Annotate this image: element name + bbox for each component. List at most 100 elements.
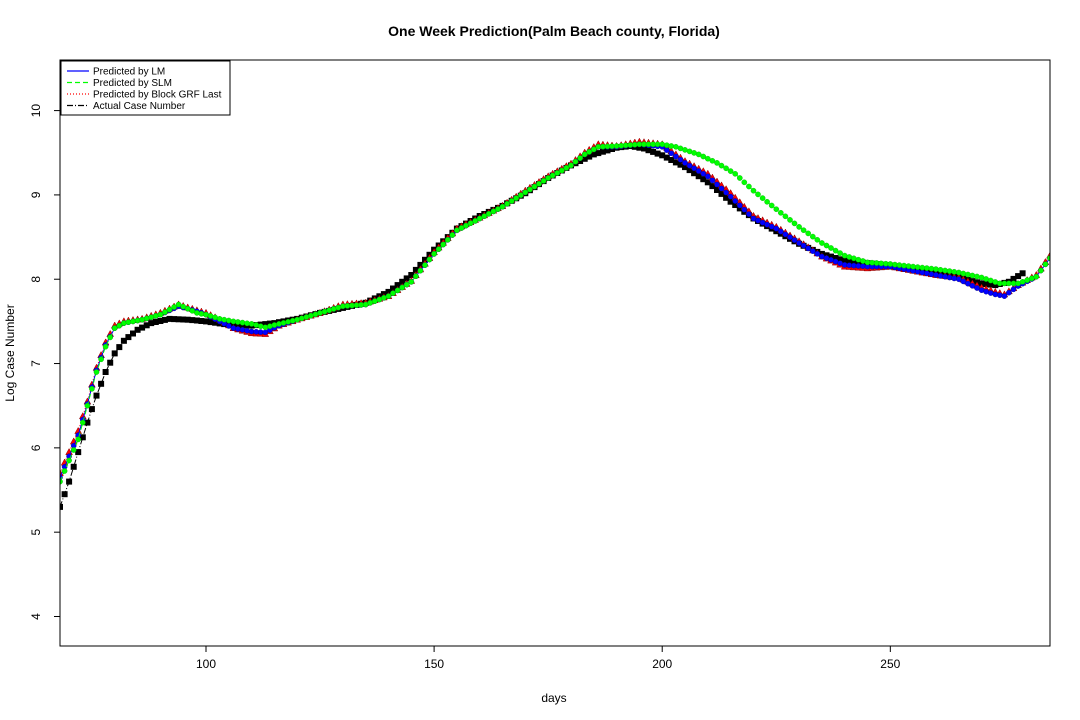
data-point (189, 307, 196, 314)
data-point (203, 318, 209, 325)
data-point (335, 304, 342, 311)
data-point (773, 206, 780, 212)
data-point (467, 220, 474, 226)
data-point (344, 303, 351, 309)
data-point (937, 273, 944, 279)
data-point (846, 258, 853, 265)
data-point (98, 380, 105, 387)
legend-label: Actual Case Number (93, 101, 186, 112)
data-point (901, 262, 907, 269)
legend-label: Predicted by Block GRF Last (93, 90, 222, 101)
data-point (152, 319, 159, 325)
data-point (321, 308, 328, 315)
data-point (75, 436, 81, 443)
data-point (659, 152, 666, 159)
data-point (604, 147, 611, 154)
data-point (203, 311, 209, 318)
data-point (70, 447, 77, 453)
data-point (960, 270, 967, 277)
data-point (289, 317, 296, 324)
data-point (230, 325, 237, 331)
data-point (180, 303, 186, 310)
data-point (732, 202, 739, 208)
data-point (225, 323, 232, 329)
x-tick-label: 150 (424, 657, 444, 671)
data-point (116, 344, 123, 351)
data-point (599, 148, 606, 155)
data-point (951, 268, 958, 275)
y-tick-label: 7 (29, 360, 43, 367)
data-point (695, 151, 702, 158)
data-point (408, 278, 415, 285)
data-point (714, 187, 720, 193)
data-point (910, 263, 916, 270)
data-point (235, 319, 241, 325)
data-point (239, 326, 246, 333)
data-point (791, 237, 798, 243)
data-point (737, 202, 743, 209)
data-point (814, 250, 821, 257)
data-point (394, 287, 401, 294)
data-point (672, 159, 679, 166)
data-point (472, 218, 479, 224)
data-point (175, 301, 182, 308)
data-point (659, 141, 666, 148)
data-point (741, 206, 748, 213)
data-point (66, 478, 73, 485)
data-point (111, 350, 118, 357)
data-point (956, 276, 962, 283)
data-point (89, 385, 95, 392)
data-point (84, 419, 91, 426)
data-point (983, 281, 990, 287)
data-point (194, 310, 200, 316)
data-point (746, 211, 752, 217)
data-point (207, 319, 214, 326)
data-point (285, 318, 291, 325)
data-point (723, 189, 729, 196)
data-point (778, 228, 784, 235)
data-point (458, 225, 465, 231)
data-point (413, 273, 419, 280)
data-point (709, 183, 716, 190)
data-point (189, 317, 196, 324)
plot-area (60, 137, 1050, 510)
data-point (810, 248, 816, 254)
data-point (924, 270, 930, 277)
data-point (139, 324, 146, 331)
data-point (841, 257, 848, 264)
data-point (946, 268, 953, 274)
data-point (184, 305, 191, 312)
plot-frame (59, 59, 1051, 647)
data-point (718, 162, 725, 169)
data-point (79, 434, 86, 441)
data-point (412, 266, 419, 273)
data-point (184, 316, 191, 323)
data-point (1015, 273, 1022, 280)
data-point (93, 392, 100, 399)
data-point (234, 322, 241, 329)
data-point (814, 236, 821, 243)
data-point (271, 322, 278, 328)
data-point (860, 258, 866, 264)
data-point (171, 304, 177, 310)
data-point (422, 262, 428, 268)
data-point (709, 177, 716, 184)
y-tick-label: 8 (29, 276, 43, 283)
data-point (499, 203, 506, 210)
data-point (394, 282, 401, 289)
data-point (221, 316, 227, 323)
data-point (121, 320, 127, 326)
data-point (837, 256, 844, 263)
data-point (563, 165, 570, 171)
legend-box (60, 60, 231, 116)
data-point (636, 144, 643, 151)
data-point (987, 290, 994, 296)
data-point (508, 198, 515, 204)
data-point (764, 198, 770, 205)
data-point (705, 155, 711, 162)
data-point (417, 267, 424, 274)
y-tick-label: 4 (29, 613, 43, 620)
data-point (568, 162, 574, 169)
data-point (700, 176, 707, 183)
